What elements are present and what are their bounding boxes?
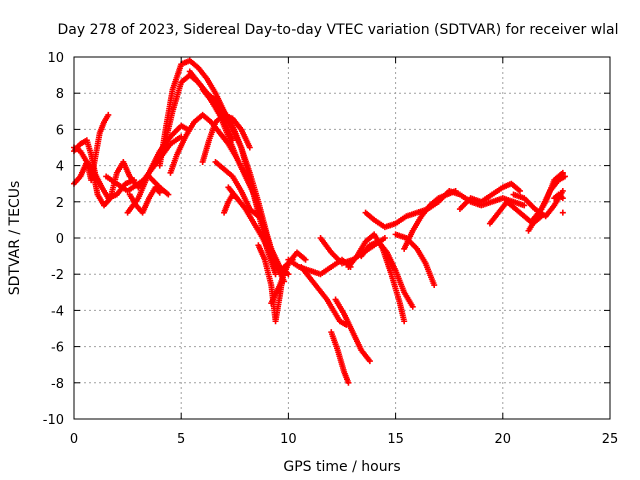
data-point (156, 189, 163, 196)
data-point (521, 202, 528, 209)
y-tick-label: 8 (56, 87, 64, 102)
data-point (381, 235, 388, 241)
series-track-13 (199, 86, 292, 278)
data-point (246, 144, 253, 151)
series-track-26 (358, 238, 416, 310)
data-points (71, 57, 568, 386)
data-point (272, 271, 279, 278)
data-point (559, 187, 566, 194)
data-point (302, 256, 309, 263)
data-point (559, 209, 566, 216)
y-tick-label: 6 (56, 123, 64, 138)
x-tick-label: 25 (602, 432, 619, 447)
data-point (345, 379, 352, 386)
chart-title: Day 278 of 2023, Sidereal Day-to-day VTE… (57, 22, 618, 38)
series-track-37 (559, 209, 566, 216)
y-axis-label: SDTVAR / TECUs (7, 181, 23, 296)
x-tick-label: 15 (387, 432, 404, 447)
axis-ticks: -10 -8 -6 -4 -2 0 2 4 6 8 10 0 5 10 15 20 25 (43, 51, 619, 447)
y-tick-label: -2 (51, 268, 64, 283)
series-track-29 (401, 187, 459, 252)
data-point (105, 111, 112, 118)
series-track-36 (551, 191, 566, 202)
data-point (516, 187, 523, 194)
y-tick-label: 0 (56, 232, 64, 247)
series-track-22 (328, 329, 352, 386)
series-track-23 (332, 296, 373, 365)
x-axis-label: GPS time / hours (283, 459, 400, 475)
x-tick-label: 20 (495, 432, 512, 447)
data-point (559, 195, 566, 202)
y-tick-label: -4 (51, 304, 64, 319)
series-track-18 (255, 242, 296, 325)
y-tick-label: -6 (51, 341, 64, 356)
x-tick-label: 0 (70, 432, 78, 447)
x-tick-label: 10 (280, 432, 297, 447)
data-point (268, 253, 275, 260)
data-point (366, 358, 373, 365)
data-point (409, 303, 416, 310)
series-track-31 (456, 180, 523, 213)
y-tick-label: 2 (56, 196, 64, 211)
series-track-17 (221, 191, 240, 216)
series-track-21 (298, 263, 350, 328)
data-point (285, 271, 292, 278)
data-point (233, 195, 240, 202)
y-tick-label: -8 (51, 377, 64, 392)
x-tick-label: 5 (177, 432, 185, 447)
series-track-15 (212, 158, 262, 220)
data-point (165, 191, 172, 198)
series-track-28 (392, 231, 438, 289)
series-track-14 (199, 111, 253, 165)
y-tick-label: -10 (43, 413, 64, 428)
data-point (431, 282, 438, 289)
data-point (561, 173, 568, 180)
series-track-3 (71, 158, 142, 209)
series-track-35 (529, 173, 568, 223)
y-tick-label: 4 (56, 160, 64, 175)
y-tick-label: 10 (47, 51, 64, 66)
data-point (401, 318, 408, 325)
data-point (255, 213, 262, 220)
